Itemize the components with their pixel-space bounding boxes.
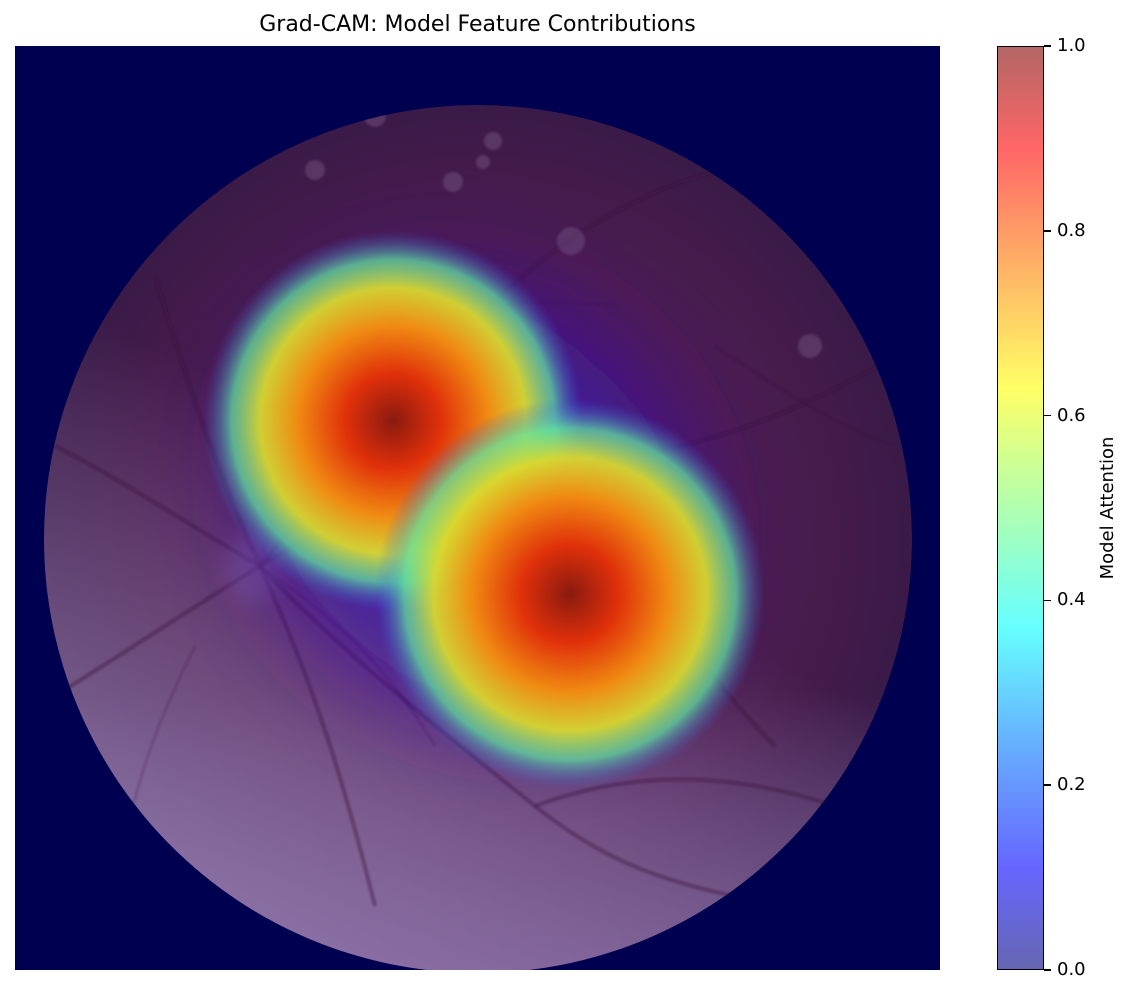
heatmap-hotspot-layer bbox=[192, 222, 765, 789]
colorbar-tick-label: 0.0 bbox=[1057, 959, 1086, 980]
colorbar-tick-label: 0.8 bbox=[1057, 219, 1086, 241]
colorbar-tick-label: 0.2 bbox=[1057, 774, 1086, 796]
colorbar-ticks: 0.0 0.2 0.4 0.6 0.8 1.0 bbox=[1044, 35, 1104, 980]
colorbar-tick-label: 0.4 bbox=[1057, 589, 1086, 611]
colorbar bbox=[997, 46, 1044, 970]
gradcam-overlay-image bbox=[15, 46, 940, 970]
colorbar-tick-label: 1.0 bbox=[1057, 35, 1086, 56]
chart-title: Grad-CAM: Model Feature Contributions bbox=[259, 12, 696, 37]
heatmap-plot-area bbox=[15, 46, 940, 970]
colorbar-tick-label: 0.6 bbox=[1057, 404, 1086, 426]
colorbar-label: Model Attention bbox=[1097, 436, 1118, 580]
